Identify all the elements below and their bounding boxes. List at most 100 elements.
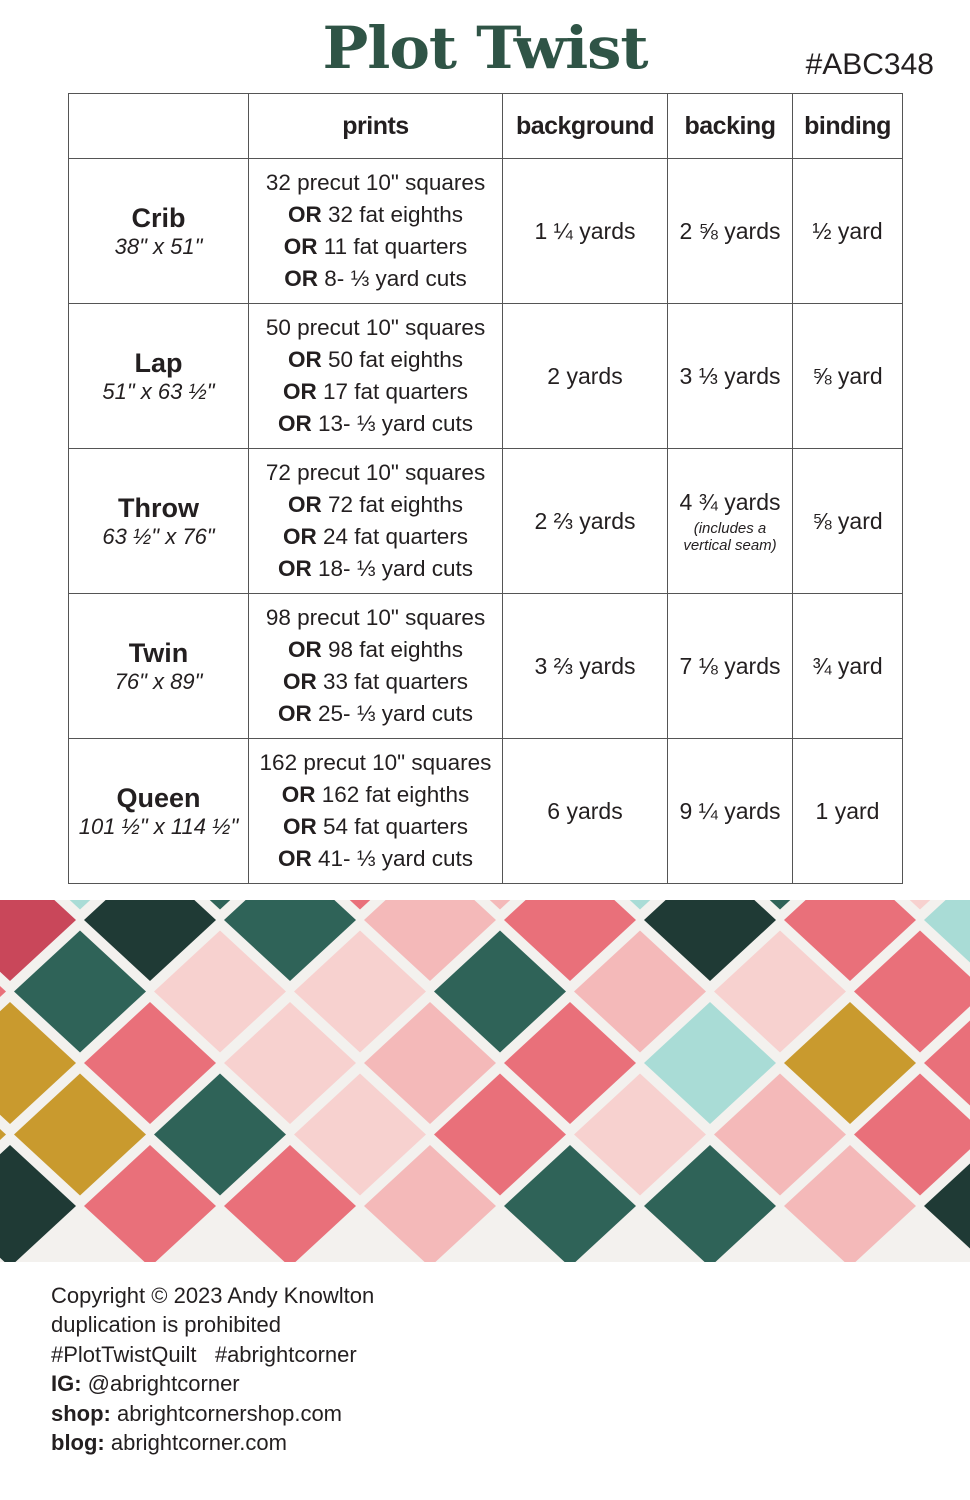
size-dimensions: 76" x 89" bbox=[114, 669, 203, 694]
quilt-block bbox=[924, 900, 970, 963]
quilt-block bbox=[0, 1145, 76, 1262]
size-name: Throw bbox=[118, 493, 199, 523]
quilt-block bbox=[224, 1145, 356, 1262]
backing-cell: 4 ¾ yards (includes a vertical seam) bbox=[667, 448, 793, 594]
quilt-block bbox=[434, 930, 566, 1053]
quilt-block bbox=[504, 1002, 636, 1124]
fabric-requirements-table: prints background backing binding Crib 38… bbox=[68, 93, 903, 884]
table-row: Queen 101 ½" x 114 ½" 162 precut 10" squar… bbox=[68, 738, 903, 884]
size-name: Crib bbox=[131, 203, 186, 233]
quilt-block bbox=[924, 1163, 970, 1249]
quilt-block bbox=[574, 930, 706, 1053]
prints-line: OR 13- ⅓ yard cuts bbox=[277, 411, 474, 436]
table-row: Crib 38" x 51" 32 precut 10" squares OR 32 … bbox=[68, 158, 903, 304]
prints-cell: 50 precut 10" squares OR 50 fat eighths OR… bbox=[248, 303, 503, 449]
background-cell: 1 ¼ yards bbox=[502, 158, 668, 304]
quilt-block bbox=[854, 930, 970, 1053]
binding-cell: ⅝ yard bbox=[792, 448, 903, 594]
quilt-block bbox=[504, 1145, 636, 1262]
backing-cell: 3 ⅓ yards bbox=[667, 303, 793, 449]
backing-note: (includes a vertical seam) bbox=[683, 519, 777, 554]
instagram-handle: @abrightcorner bbox=[81, 1371, 240, 1397]
prints-line: OR 25- ⅓ yard cuts bbox=[277, 701, 474, 726]
size-dimensions: 38" x 51" bbox=[114, 234, 203, 259]
table-row: Throw 63 ½" x 76" 72 precut 10" squares OR … bbox=[68, 448, 903, 594]
quilt-block bbox=[784, 900, 916, 981]
background-cell: 6 yards bbox=[502, 738, 668, 884]
quilt-image bbox=[0, 900, 970, 1262]
quilt-block bbox=[14, 1073, 146, 1196]
prints-line: OR 33 fat quarters bbox=[282, 669, 469, 694]
footer: Copyright © 2023 Andy Knowlton duplicati… bbox=[51, 1281, 374, 1457]
prints-line: 50 precut 10" squares bbox=[265, 315, 486, 340]
quilt-block bbox=[0, 1002, 76, 1124]
quilt-block bbox=[769, 900, 791, 910]
quilt-block bbox=[224, 1002, 356, 1124]
quilt-block bbox=[364, 1145, 496, 1262]
size-name: Lap bbox=[134, 348, 183, 378]
hashtags: #PlotTwistQuilt #abrightcorner bbox=[51, 1341, 357, 1367]
quilt-block bbox=[909, 900, 931, 910]
quilt-block bbox=[629, 900, 651, 910]
quilt-block bbox=[854, 1073, 970, 1196]
prints-line: 162 precut 10" squares bbox=[259, 750, 492, 775]
backing-cell: 9 ¼ yards bbox=[667, 738, 793, 884]
shop-url[interactable]: abrightcornershop.com bbox=[110, 1400, 343, 1426]
instagram: IG: @abrightcorner bbox=[51, 1371, 240, 1397]
quilt-block bbox=[349, 900, 371, 910]
table-row: Lap 51" x 63 ½" 50 precut 10" squares OR 50… bbox=[68, 303, 903, 449]
prints-line: OR 17 fat quarters bbox=[282, 379, 469, 404]
quilt-block bbox=[924, 1020, 970, 1106]
pattern-code: #ABC348 bbox=[805, 48, 934, 81]
prints-line: OR 98 fat eighths bbox=[287, 637, 464, 662]
prints-line: OR 8- ⅓ yard cuts bbox=[284, 266, 467, 291]
prints-line: OR 24 fat quarters bbox=[282, 524, 469, 549]
quilt-block bbox=[784, 1145, 916, 1262]
quilt-block bbox=[0, 900, 76, 981]
blog-url[interactable]: abrightcorner.com bbox=[104, 1430, 287, 1456]
binding-cell: ¾ yard bbox=[792, 593, 903, 739]
backing-cell: 2 ⅝ yards bbox=[667, 158, 793, 304]
quilt-block bbox=[209, 900, 231, 910]
quilt-block bbox=[434, 1073, 566, 1196]
quilt-block bbox=[84, 900, 216, 981]
prints-cell: 32 precut 10" squares OR 32 fat eighths OR… bbox=[248, 158, 503, 304]
prints-cell: 72 precut 10" squares OR 72 fat eighths OR… bbox=[248, 448, 503, 594]
header-binding: binding bbox=[792, 93, 903, 159]
size-cell: Lap 51" x 63 ½" bbox=[68, 303, 249, 449]
quilt-block bbox=[644, 1002, 776, 1124]
background-cell: 2 yards bbox=[502, 303, 668, 449]
prints-cell: 162 precut 10" squares OR 162 fat eighths… bbox=[248, 738, 503, 884]
background-cell: 2 ⅔ yards bbox=[502, 448, 668, 594]
quilt-block bbox=[504, 900, 636, 981]
table-header-row: prints background backing binding bbox=[68, 93, 903, 159]
prints-line: OR 50 fat eighths bbox=[287, 347, 464, 372]
quilt-block bbox=[154, 1073, 286, 1196]
quilt-block bbox=[69, 900, 91, 910]
size-cell: Throw 63 ½" x 76" bbox=[68, 448, 249, 594]
pattern-title: Plot Twist bbox=[322, 14, 648, 82]
prints-cell: 98 precut 10" squares OR 98 fat eighths OR… bbox=[248, 593, 503, 739]
quilt-block bbox=[364, 900, 496, 981]
size-cell: Crib 38" x 51" bbox=[68, 158, 249, 304]
quilt-block bbox=[574, 1073, 706, 1196]
binding-cell: ½ yard bbox=[792, 158, 903, 304]
binding-cell: 1 yard bbox=[792, 738, 903, 884]
table-row: Twin 76" x 89" 98 precut 10" squares OR 98 … bbox=[68, 593, 903, 739]
background-cell: 3 ⅔ yards bbox=[502, 593, 668, 739]
quilt-block bbox=[364, 1002, 496, 1124]
prints-line: OR 32 fat eighths bbox=[287, 202, 464, 227]
quilt-block bbox=[224, 900, 356, 981]
quilt-block bbox=[714, 1073, 846, 1196]
prints-line: 98 precut 10" squares bbox=[265, 605, 486, 630]
quilt-block bbox=[0, 985, 6, 998]
quilt-block bbox=[644, 1145, 776, 1262]
quilt-block bbox=[294, 930, 426, 1053]
size-name: Queen bbox=[116, 783, 201, 813]
size-dimensions: 51" x 63 ½" bbox=[102, 379, 215, 404]
backing-cell: 7 ⅛ yards bbox=[667, 593, 793, 739]
size-dimensions: 63 ½" x 76" bbox=[102, 524, 215, 549]
size-cell: Queen 101 ½" x 114 ½" bbox=[68, 738, 249, 884]
quilt-block bbox=[154, 930, 286, 1053]
header-size bbox=[68, 93, 249, 159]
